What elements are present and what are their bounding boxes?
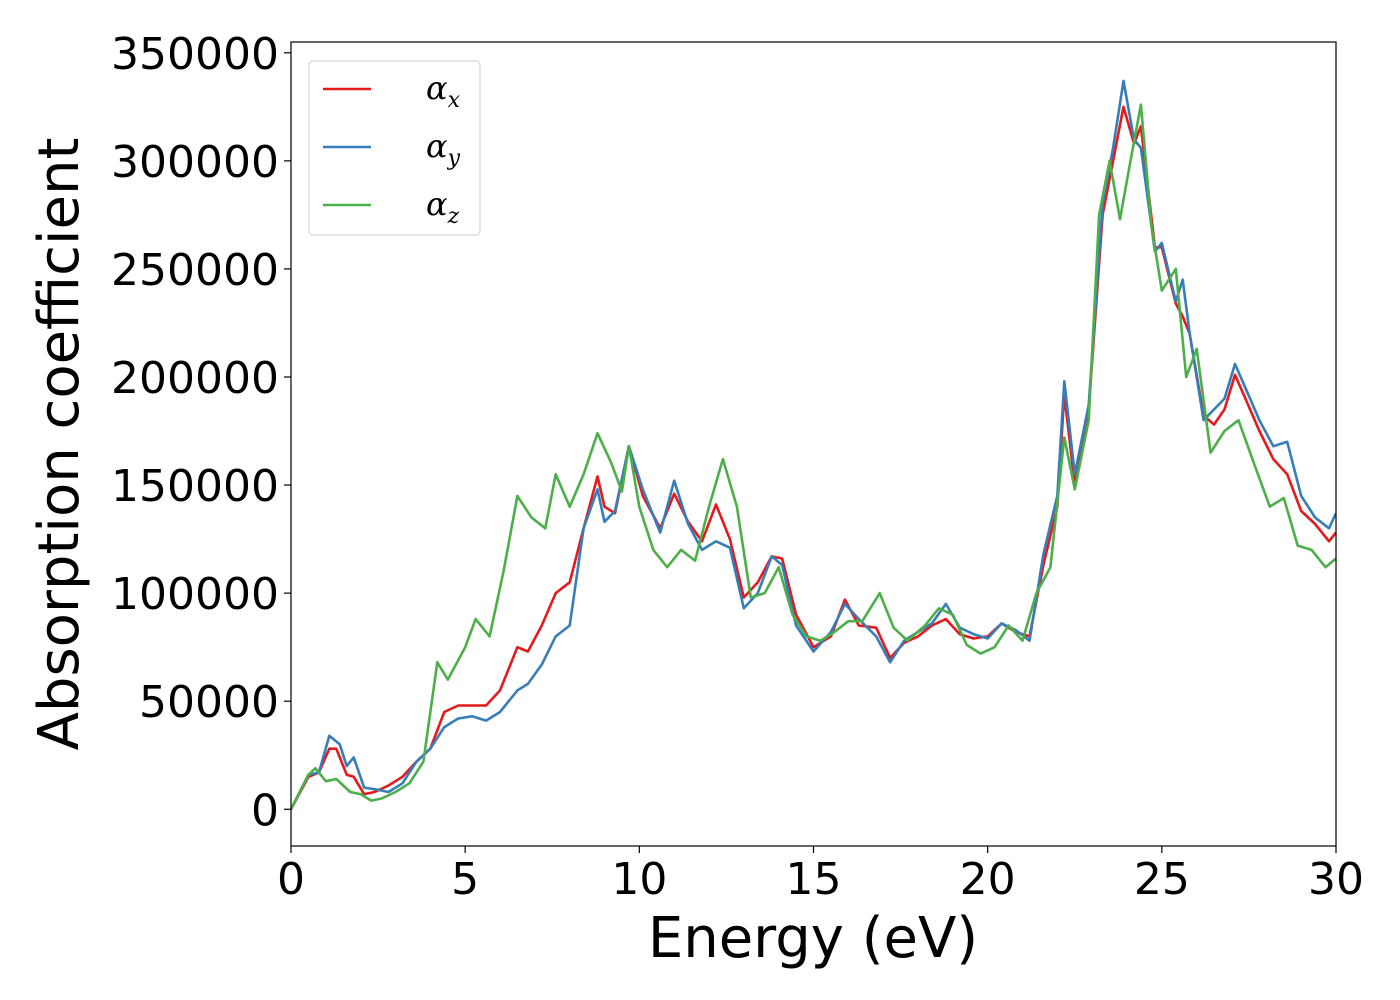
legend-label-z: αz bbox=[426, 185, 460, 229]
y-axis: 0 50000 100000 150000 200000 250000 300000 3500… bbox=[111, 29, 291, 836]
y-tick-label: 150000 bbox=[111, 461, 279, 512]
x-tick-label: 5 bbox=[451, 854, 479, 905]
y-tick-label: 200000 bbox=[111, 353, 279, 404]
x-tick-label: 10 bbox=[611, 854, 667, 905]
y-tick-label: 250000 bbox=[111, 245, 279, 296]
x-tick-label: 15 bbox=[786, 854, 842, 905]
x-tick-label: 30 bbox=[1308, 854, 1364, 905]
series-group bbox=[291, 79, 1336, 810]
legend-box bbox=[308, 60, 481, 236]
x-axis-title: Energy (eV) bbox=[648, 906, 978, 971]
series-line-z bbox=[291, 103, 1336, 810]
y-tick-label: 300000 bbox=[111, 137, 279, 188]
y-tick-label: 0 bbox=[251, 785, 279, 836]
x-tick-label: 20 bbox=[960, 854, 1016, 905]
x-axis: 0 5 10 15 20 25 30 bbox=[277, 846, 1364, 905]
legend-label-x: αx bbox=[426, 69, 461, 113]
series-line-x bbox=[291, 105, 1336, 810]
x-tick-label: 0 bbox=[277, 854, 305, 905]
y-axis-title: Absorption coefficient bbox=[27, 138, 92, 751]
legend: αx αy αz bbox=[308, 60, 481, 236]
y-tick-label: 100000 bbox=[111, 569, 279, 620]
y-tick-label: 350000 bbox=[111, 29, 279, 80]
y-tick-label: 50000 bbox=[139, 677, 279, 728]
x-tick-label: 25 bbox=[1134, 854, 1190, 905]
legend-label-y: αy bbox=[426, 127, 461, 171]
